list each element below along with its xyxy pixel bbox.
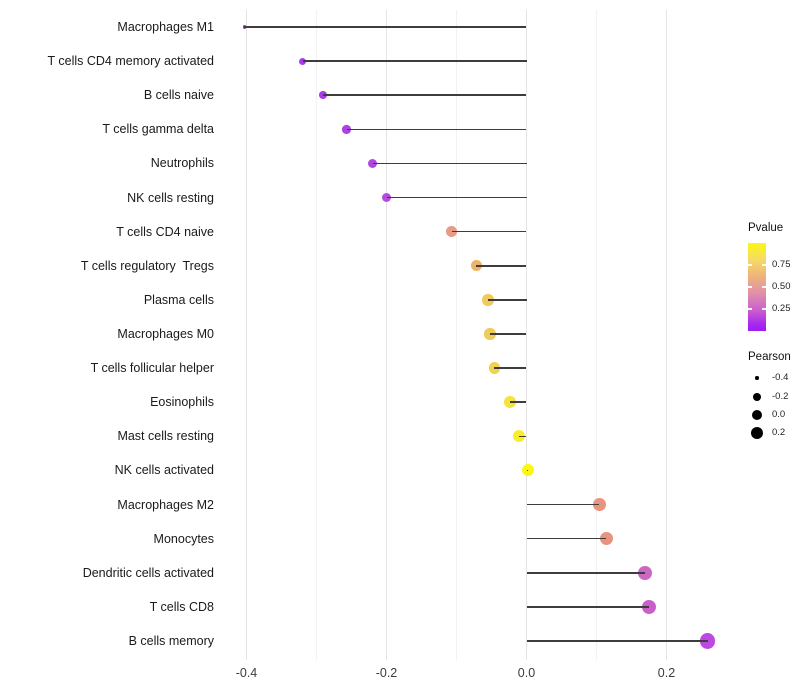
lollipop-dot	[642, 599, 656, 614]
y-tick-label: Neutrophils	[150, 156, 214, 171]
x-tick-label: -0.4	[235, 666, 258, 680]
lollipop-stem	[488, 299, 527, 301]
colorbar-tick-mark	[762, 286, 766, 288]
pvalue-colorbar	[748, 243, 766, 331]
size-legend-title: Pearson	[748, 351, 791, 363]
lollipop-stem	[346, 128, 527, 131]
lollipop-dot	[482, 294, 494, 306]
lollipop-stem	[526, 606, 649, 608]
y-tick-label: B cells naive	[143, 88, 214, 103]
colorbar-tick-mark	[762, 308, 766, 310]
lollipop-dot	[342, 125, 351, 134]
lollipop-stem	[302, 60, 527, 62]
lollipop-stem	[526, 640, 708, 642]
y-tick-label: T cells CD8	[149, 599, 214, 614]
gridline-minor	[316, 10, 317, 660]
y-tick-label: Macrophages M2	[117, 497, 214, 512]
lollipop-dot	[446, 226, 457, 238]
size-legend-dot	[752, 392, 762, 402]
y-tick-label: Mast cells resting	[117, 429, 214, 444]
lollipop-stem	[244, 26, 527, 28]
y-tick-label: Macrophages M0	[117, 326, 214, 341]
size-legend-label: -0.4	[772, 372, 789, 383]
y-tick-label: Macrophages M1	[117, 20, 214, 34]
colorbar-tick-mark	[748, 286, 752, 288]
y-tick-label: Eosinophils	[150, 395, 214, 410]
lollipop-dot	[599, 532, 613, 546]
y-tick-label: T cells CD4 memory activated	[47, 54, 215, 69]
x-tick-label: -0.2	[375, 666, 398, 680]
lollipop-stem	[386, 196, 527, 199]
colorbar-tick-label: 0.75	[772, 259, 791, 270]
colorbar-tick-label: 0.25	[772, 303, 791, 314]
lollipop-stem	[526, 571, 645, 574]
lollipop-stem	[476, 264, 527, 267]
lollipop-stem	[372, 162, 527, 165]
gridline-minor	[456, 10, 457, 660]
lollipop-stem	[526, 537, 607, 540]
lollipop-stem	[526, 503, 600, 506]
y-tick-label: T cells gamma delta	[102, 122, 214, 137]
size-legend-dot	[751, 409, 763, 421]
y-tick-label: NK cells resting	[127, 190, 214, 205]
lollipop-dot	[318, 91, 327, 100]
gridline-major	[246, 10, 247, 660]
y-tick-label: Dendritic cells activated	[82, 565, 214, 580]
gridline-minor	[596, 10, 597, 660]
x-tick-label: 0.0	[517, 666, 536, 680]
y-tick-label: T cells CD4 naive	[116, 224, 214, 239]
size-legend-label: -0.2	[772, 391, 789, 402]
lollipop-stem	[322, 94, 527, 97]
y-tick-label: T cells regulatory Tregs	[80, 258, 214, 273]
lollipop-dot	[298, 57, 307, 65]
gridline-major	[526, 10, 527, 660]
gridline-major	[666, 10, 667, 660]
gridline-major	[386, 10, 387, 660]
y-tick-label: Monocytes	[153, 531, 214, 546]
lollipop-dot	[381, 192, 392, 203]
lollipop-stem	[509, 401, 527, 403]
colorbar-tick-mark	[762, 264, 766, 266]
lollipop-dot	[484, 328, 496, 340]
color-legend-title: Pvalue	[748, 222, 784, 234]
size-legend-dot	[750, 426, 764, 440]
y-tick-label: T cells follicular helper	[90, 361, 214, 376]
lollipop-stem	[494, 367, 527, 369]
lollipop-dot	[521, 464, 534, 477]
size-legend-label: 0.2	[772, 427, 786, 438]
size-legend-label: 0.0	[772, 409, 786, 420]
y-tick-label: Plasma cells	[143, 292, 214, 307]
colorbar-tick-mark	[748, 308, 752, 310]
y-tick-label: NK cells activated	[114, 463, 214, 478]
colorbar-tick-mark	[748, 264, 752, 266]
lollipop-stem	[490, 333, 527, 335]
lollipop-stem	[518, 435, 527, 438]
x-tick-label: 0.2	[657, 666, 676, 680]
size-legend-dot	[755, 376, 759, 380]
y-tick-label: B cells memory	[128, 633, 214, 648]
lollipop-stem	[526, 469, 528, 472]
colorbar-tick-label: 0.50	[772, 281, 791, 292]
lollipop-stem	[451, 230, 527, 233]
